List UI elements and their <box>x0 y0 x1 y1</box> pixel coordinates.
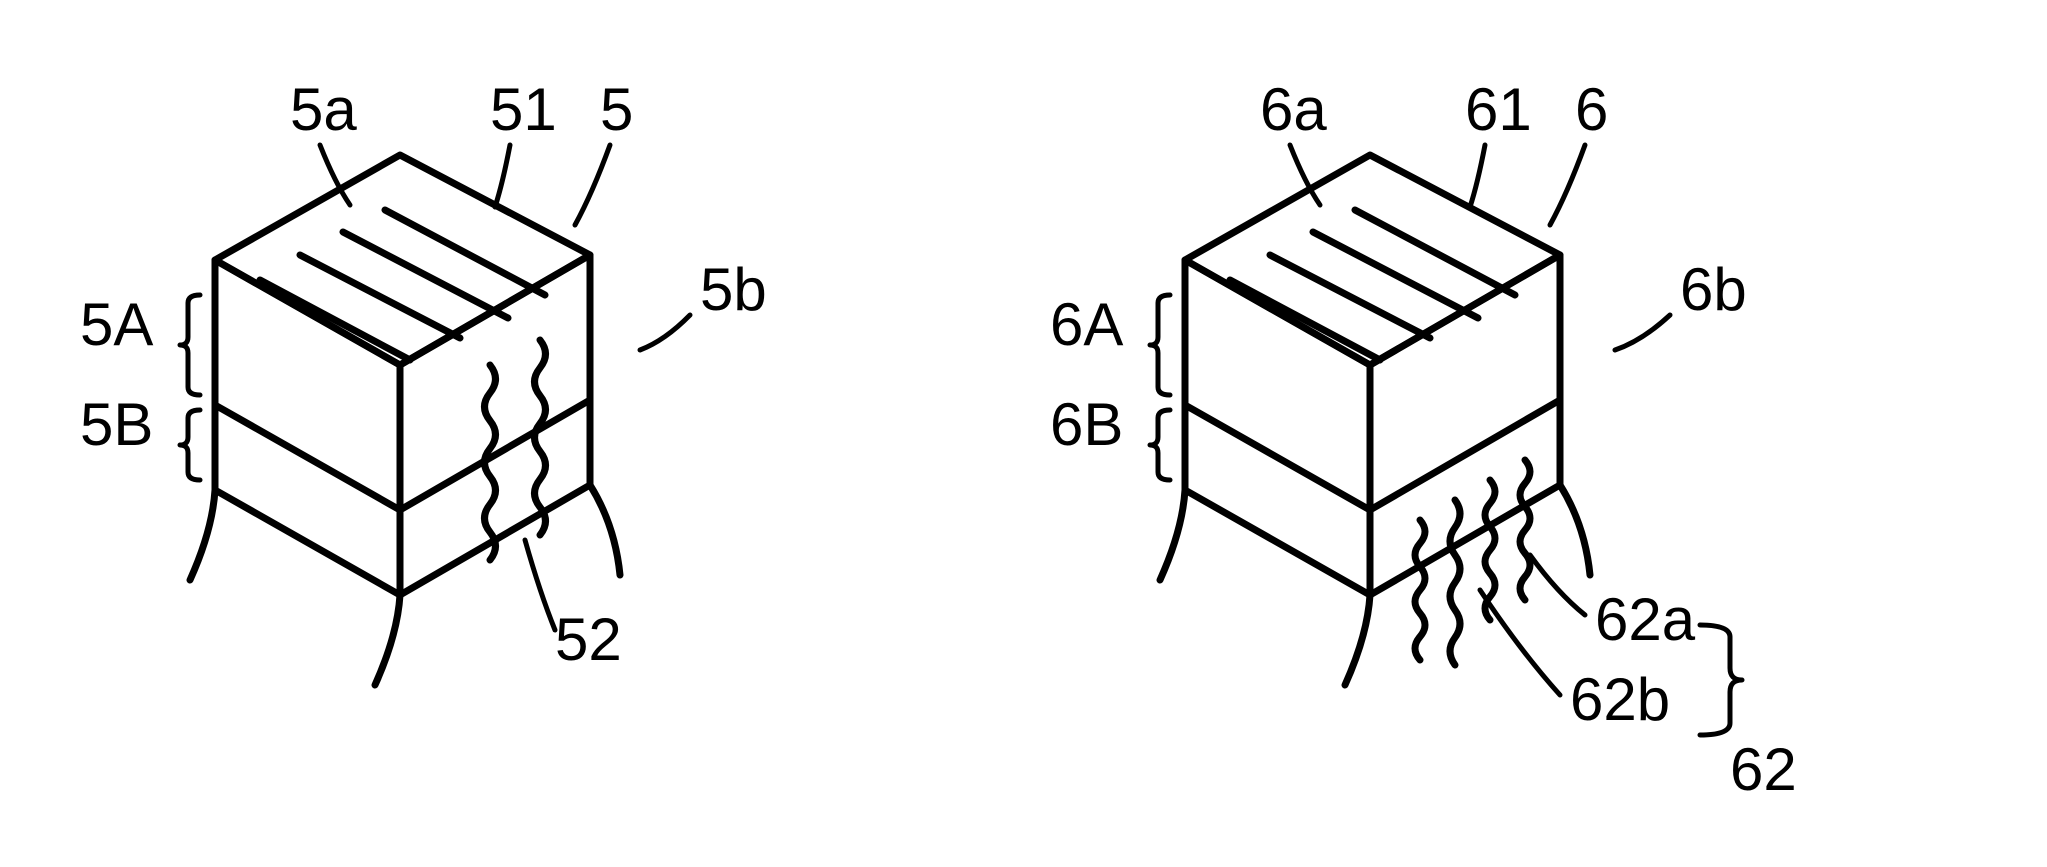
group-brace <box>1700 625 1742 735</box>
label-lower_side: 5B <box>80 391 153 458</box>
label-top_left: 6a <box>1260 76 1327 143</box>
hatch-line <box>343 232 508 318</box>
leader-right_face <box>640 315 690 350</box>
label-top_left: 5a <box>290 76 357 143</box>
tail <box>1160 490 1185 580</box>
bracket-upper <box>1150 295 1170 395</box>
label-top_right: 6 <box>1575 76 1608 143</box>
split-left <box>1185 405 1370 510</box>
label-right_face: 6b <box>1680 256 1747 323</box>
leader-bottom <box>525 540 555 630</box>
leader-top_right <box>1550 145 1585 225</box>
bracket-lower <box>180 410 200 480</box>
squiggle <box>1450 500 1460 665</box>
bracket-upper <box>180 295 200 395</box>
leader-right_face <box>1615 315 1670 350</box>
squiggle <box>535 340 546 535</box>
squiggle <box>1415 520 1425 660</box>
split-left <box>215 405 400 510</box>
label-right_face: 5b <box>700 256 767 323</box>
label-upper_side: 6A <box>1050 291 1123 358</box>
squiggle <box>1520 460 1530 600</box>
label-top_mid: 61 <box>1465 76 1532 143</box>
label-b2: 62b <box>1570 666 1670 733</box>
tail <box>590 485 620 575</box>
leader-b1 <box>1530 555 1585 615</box>
leader-top_mid <box>1470 145 1485 207</box>
leader-b2 <box>1480 590 1560 695</box>
label-lower_side: 6B <box>1050 391 1123 458</box>
tail <box>1345 595 1370 685</box>
leader-top_mid <box>495 145 510 207</box>
tail <box>190 490 215 580</box>
cube-right <box>1370 255 1560 595</box>
hatch-line <box>1313 232 1478 318</box>
split-right <box>1370 400 1560 510</box>
hatch-line <box>260 280 410 360</box>
bracket-lower <box>1150 410 1170 480</box>
label-top_mid: 51 <box>490 76 557 143</box>
label-upper_side: 5A <box>80 291 153 358</box>
tail <box>375 595 400 685</box>
hatch-line <box>1355 210 1515 295</box>
tail <box>1560 485 1590 575</box>
cube-left <box>1185 260 1370 595</box>
label-top_right: 5 <box>600 76 633 143</box>
hatch-line <box>385 210 545 295</box>
label-b3: 62 <box>1730 736 1797 803</box>
cube-left <box>215 260 400 595</box>
label-b1: 62a <box>1595 586 1696 653</box>
squiggle <box>485 365 496 560</box>
hatch-line <box>1230 280 1380 360</box>
label-bottom: 52 <box>555 606 622 673</box>
leader-top_right <box>575 145 610 225</box>
